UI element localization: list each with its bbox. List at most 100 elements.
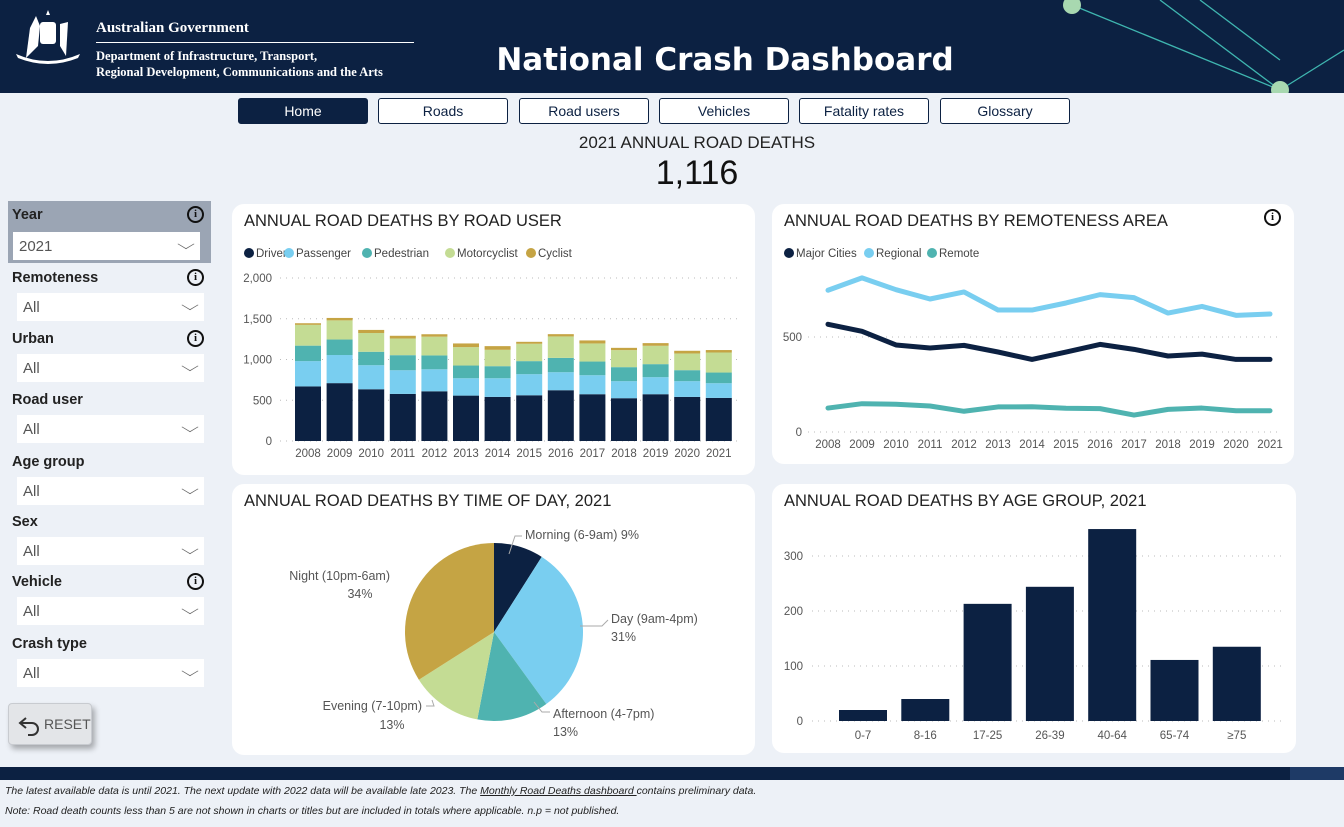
x-tick-label: 2019 bbox=[643, 448, 669, 460]
slice-label: Morning (6-9am) 9% bbox=[525, 528, 639, 542]
x-tick-label: 2014 bbox=[1019, 439, 1045, 451]
divider bbox=[96, 42, 414, 43]
x-tick-label: 2020 bbox=[1223, 439, 1249, 451]
slice-percent: 13% bbox=[553, 725, 578, 739]
slice-percent: 13% bbox=[379, 718, 404, 732]
bar-segment-driver bbox=[421, 391, 448, 441]
header-banner: Australian Government Department of Infr… bbox=[0, 0, 1344, 93]
urban-label: Urban bbox=[12, 331, 54, 347]
age-group-dropdown[interactable]: All bbox=[17, 477, 204, 505]
bar-segment-motorcyclist bbox=[453, 347, 479, 366]
crash-type-dropdown[interactable]: All bbox=[17, 659, 204, 687]
leader-line bbox=[580, 619, 609, 627]
x-tick-label: 2012 bbox=[951, 439, 977, 451]
bar-segment-motorcyclist bbox=[484, 349, 511, 367]
remoteness-dropdown[interactable]: All bbox=[17, 293, 204, 321]
bar-segment-passenger bbox=[389, 370, 416, 394]
bar-segment-passenger bbox=[674, 381, 701, 397]
info-icon[interactable]: i bbox=[187, 206, 204, 223]
bar-segment-driver bbox=[642, 394, 669, 441]
tab-roads[interactable]: Roads bbox=[378, 98, 508, 124]
bar-segment-pedestrian bbox=[389, 355, 416, 371]
chevron-down-icon bbox=[181, 543, 199, 555]
bar-40-64 bbox=[1088, 529, 1137, 721]
x-tick-label: 65-74 bbox=[1160, 730, 1190, 742]
legend-marker bbox=[784, 248, 794, 258]
x-tick-label: 2017 bbox=[580, 448, 606, 460]
bar-segment-passenger bbox=[579, 375, 606, 395]
bar-segment-cyclist bbox=[358, 329, 385, 334]
legend-marker bbox=[284, 248, 294, 258]
chevron-down-icon bbox=[181, 603, 199, 615]
info-icon[interactable]: i bbox=[1264, 209, 1281, 226]
bar-segment-pedestrian bbox=[453, 365, 479, 379]
footer-note-2: Note: Road death counts less than 5 are … bbox=[5, 805, 620, 817]
bar-segment-passenger bbox=[326, 355, 353, 384]
urban-dropdown[interactable]: All bbox=[17, 354, 204, 382]
leader-line bbox=[508, 535, 522, 555]
bar-segment-motorcyclist bbox=[705, 352, 732, 373]
dropdown-value: All bbox=[23, 360, 40, 377]
age-group-chart-card: ANNUAL ROAD DEATHS BY AGE GROUP, 2021 0 1… bbox=[772, 484, 1296, 753]
tab-vehicles[interactable]: Vehicles bbox=[659, 98, 789, 124]
x-tick-label: 2013 bbox=[985, 439, 1011, 451]
y-tick-label: 300 bbox=[784, 551, 803, 563]
undo-icon bbox=[18, 717, 39, 736]
bar-segment-cyclist bbox=[642, 343, 669, 346]
chevron-down-icon bbox=[181, 299, 199, 311]
x-tick-label: 2016 bbox=[548, 448, 574, 460]
year-dropdown[interactable]: 2021 bbox=[13, 232, 200, 260]
slice-label: Night (10pm-6am) bbox=[289, 569, 390, 583]
chevron-down-icon bbox=[177, 238, 195, 250]
y-tick-label: 1,500 bbox=[243, 314, 272, 326]
x-tick-label: 2010 bbox=[358, 448, 384, 460]
bar-segment-driver bbox=[705, 397, 732, 441]
bar-segment-driver bbox=[389, 393, 416, 441]
sex-label: Sex bbox=[12, 514, 38, 530]
sex-dropdown[interactable]: All bbox=[17, 537, 204, 565]
bar-segment-pedestrian bbox=[295, 345, 321, 362]
tab-fatality-rates[interactable]: Fatality rates bbox=[799, 98, 929, 124]
x-tick-label: 2008 bbox=[815, 439, 841, 451]
network-decoration bbox=[1063, 0, 1344, 93]
slice-label: Evening (7-10pm) bbox=[323, 699, 422, 713]
bar-segment-motorcyclist bbox=[295, 324, 321, 346]
monthly-dashboard-link[interactable]: Monthly Road Deaths dashboard bbox=[480, 785, 637, 797]
vehicle-dropdown[interactable]: All bbox=[17, 597, 204, 625]
x-tick-label: 0-7 bbox=[855, 730, 872, 742]
bar-segment-motorcyclist bbox=[547, 336, 574, 358]
bar-segment-pedestrian bbox=[547, 357, 574, 373]
y-tick-label: 0 bbox=[797, 716, 803, 728]
bar-segment-pedestrian bbox=[421, 355, 448, 370]
tab-glossary[interactable]: Glossary bbox=[940, 98, 1070, 124]
info-icon[interactable]: i bbox=[187, 269, 204, 286]
bar-17-25 bbox=[963, 603, 1012, 721]
line-major-cities bbox=[825, 321, 1273, 362]
info-icon[interactable]: i bbox=[187, 573, 204, 590]
bar-segment-motorcyclist bbox=[389, 338, 416, 356]
road-user-label: Road user bbox=[12, 392, 83, 408]
slice-label: Afternoon (4-7pm) bbox=[553, 707, 654, 721]
slice-percent: 34% bbox=[347, 587, 372, 601]
bar-segment-motorcyclist bbox=[516, 343, 543, 362]
x-tick-label: 2008 bbox=[295, 448, 321, 460]
info-icon[interactable]: i bbox=[187, 330, 204, 347]
road-user-dropdown[interactable]: All bbox=[17, 415, 204, 443]
x-tick-label: 2016 bbox=[1087, 439, 1113, 451]
crash-type-label: Crash type bbox=[12, 636, 87, 652]
y-tick-label: 200 bbox=[784, 606, 803, 618]
bar-segment-cyclist bbox=[611, 347, 637, 351]
bar-segment-pedestrian bbox=[516, 361, 543, 375]
legend-label: Remote bbox=[939, 248, 979, 260]
reset-button[interactable]: RESET bbox=[8, 703, 92, 745]
bar-segment-driver bbox=[326, 383, 353, 441]
tab-road-users[interactable]: Road users bbox=[519, 98, 649, 124]
tab-home[interactable]: Home bbox=[238, 98, 368, 124]
bar-segment-pedestrian bbox=[579, 361, 606, 376]
x-tick-label: 2015 bbox=[516, 448, 542, 460]
chart-title: ANNUAL ROAD DEATHS BY ROAD USER bbox=[244, 212, 562, 230]
dropdown-value: All bbox=[23, 421, 40, 438]
bar-segment-pedestrian bbox=[611, 367, 637, 382]
dropdown-value: All bbox=[23, 299, 40, 316]
slice-name: Morning (6-9am) bbox=[525, 528, 617, 542]
